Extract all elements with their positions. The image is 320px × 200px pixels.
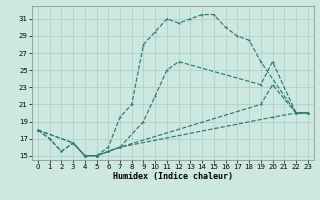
X-axis label: Humidex (Indice chaleur): Humidex (Indice chaleur) <box>113 172 233 181</box>
